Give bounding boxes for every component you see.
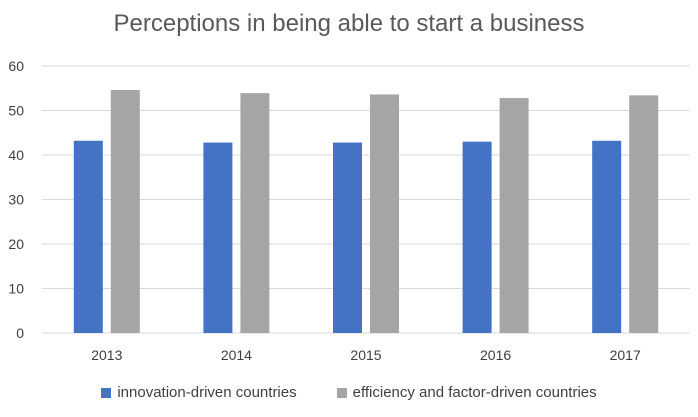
- bar-2013-series-1: [110, 90, 140, 333]
- y-tick-label: 30: [8, 192, 24, 208]
- bars: [73, 90, 659, 334]
- bar-2017-series-0: [592, 140, 622, 333]
- x-tick-label-2015: 2015: [350, 347, 381, 363]
- legend-swatch-innovation: [101, 387, 112, 398]
- bar-2017-series-1: [629, 95, 659, 334]
- y-tick-label: 10: [8, 281, 24, 297]
- bar-2016-series-1: [499, 98, 529, 333]
- x-tick-label-2013: 2013: [91, 347, 122, 363]
- legend-label-efficiency: efficiency and factor-driven countries: [352, 384, 597, 401]
- bar-chart: 0 10 20 30 40 50 60 2013 2014 2015 2016 2017: [8, 58, 690, 363]
- bar-2016-series-0: [462, 141, 492, 333]
- x-axis-ticks: 2013 2014 2015 2016 2017: [91, 347, 641, 363]
- bar-2014-series-0: [203, 142, 233, 333]
- x-tick-label-2016: 2016: [480, 347, 511, 363]
- bar-2014-series-1: [240, 93, 270, 334]
- bar-2015-series-1: [370, 94, 399, 333]
- legend-item-innovation: innovation-driven countries: [101, 384, 297, 401]
- bar-2013-series-0: [73, 140, 103, 333]
- y-tick-label: 50: [8, 103, 24, 119]
- y-axis-ticks: 0 10 20 30 40 50 60: [8, 58, 24, 341]
- legend-swatch-efficiency: [336, 387, 347, 398]
- y-tick-label: 20: [8, 236, 24, 252]
- y-tick-label: 0: [16, 325, 24, 341]
- y-tick-label: 60: [8, 58, 24, 74]
- bar-2015-series-0: [333, 142, 362, 333]
- legend-label-innovation: innovation-driven countries: [117, 384, 297, 401]
- x-tick-label-2017: 2017: [610, 347, 641, 363]
- gridlines: [42, 65, 690, 334]
- y-tick-label: 40: [8, 147, 24, 163]
- legend-item-efficiency: efficiency and factor-driven countries: [336, 384, 597, 401]
- x-tick-label-2014: 2014: [221, 347, 252, 363]
- chart-title: Perceptions in being able to start a bus…: [113, 10, 585, 37]
- legend: innovation-driven countries efficiency a…: [0, 384, 698, 401]
